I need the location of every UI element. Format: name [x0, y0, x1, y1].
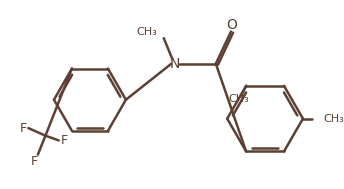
Text: F: F — [31, 155, 37, 168]
Text: CH₃: CH₃ — [228, 94, 249, 104]
Text: F: F — [61, 134, 68, 147]
Text: F: F — [20, 122, 27, 135]
Text: N: N — [170, 57, 180, 71]
Text: CH₃: CH₃ — [324, 114, 344, 124]
Text: CH₃: CH₃ — [136, 27, 157, 37]
Text: O: O — [226, 18, 237, 32]
